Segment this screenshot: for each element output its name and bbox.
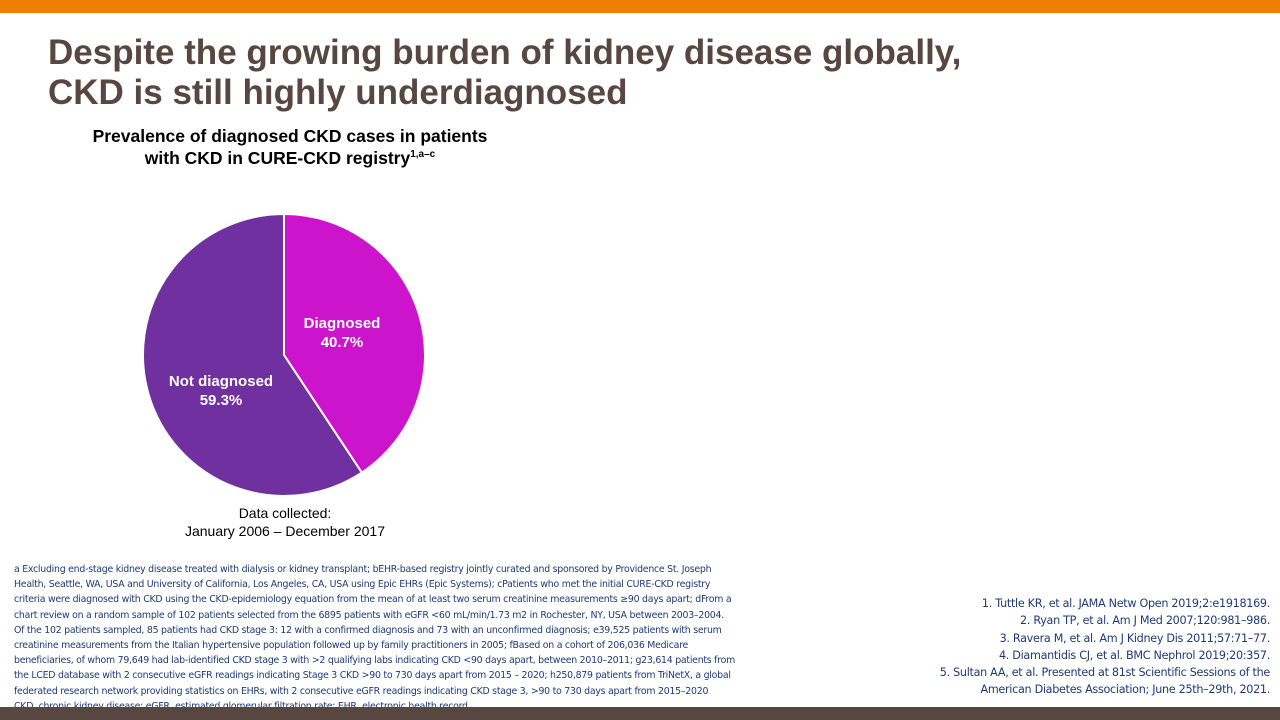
footnote-line: Health, Seattle, WA, USA and University … bbox=[14, 579, 711, 591]
data-collected-range: January 2006 – December 2017 bbox=[184, 523, 386, 539]
footnotes: a Excluding end-stage kidney disease tre… bbox=[14, 562, 798, 714]
slide-title-line-1: Despite the growing burden of kidney dis… bbox=[48, 33, 962, 72]
data-collected-label: Data collected: bbox=[238, 505, 332, 521]
footnote-line: Of the 102 patients sampled, 85 patients… bbox=[14, 624, 722, 636]
reference-line: 4. Diamantidis CJ, et al. BMC Nephrol 20… bbox=[998, 648, 1270, 662]
references: 1. Tuttle KR, et al. JAMA Netw Open 2019… bbox=[870, 595, 1271, 699]
footnote-line: criteria were diagnosed with CKD using t… bbox=[14, 594, 732, 606]
chart-title-line-2: with CKD in CURE-CKD registry1,a–c bbox=[60, 147, 520, 169]
data-collected-note: Data collected: January 2006 – December … bbox=[160, 504, 410, 540]
slide-title-line-2: CKD is still highly underdiagnosed bbox=[48, 73, 628, 112]
reference-line: 3. Ravera M, et al. Am J Kidney Dis 2011… bbox=[999, 631, 1271, 645]
slice-value-diagnosed: 40.7% bbox=[321, 334, 364, 351]
slice-label-diagnosed: Diagnosed bbox=[304, 315, 381, 332]
pie-slices bbox=[142, 212, 426, 497]
chart-title-line-1: Prevalence of diagnosed CKD cases in pat… bbox=[92, 126, 488, 146]
footnote-line: CKD, chronic kidney disease; eGFR, estim… bbox=[14, 699, 798, 714]
chart-title: Prevalence of diagnosed CKD cases in pat… bbox=[60, 125, 520, 169]
reference-line: 1. Tuttle KR, et al. JAMA Netw Open 2019… bbox=[981, 597, 1270, 610]
slide-title: Despite the growing burden of kidney dis… bbox=[48, 33, 1148, 113]
reference-line: 2. Ryan TP, et al. Am J Med 2007;120:981… bbox=[1020, 614, 1270, 628]
reference-line: American Diabetes Association; June 25th… bbox=[980, 683, 1270, 697]
footnote-line: the LCED database with 2 consecutive eGF… bbox=[14, 670, 731, 682]
footnote-line: beneficiaries, of whom 79,649 had lab-id… bbox=[14, 655, 735, 667]
footnote-line: chart review on a random sample of 102 p… bbox=[14, 609, 724, 621]
footnote-line: federated research network providing sta… bbox=[14, 685, 709, 697]
chart-title-line-2-text: with CKD in CURE-CKD registry bbox=[144, 148, 411, 168]
reference-line: 5. Sultan AA, et al. Presented at 81st S… bbox=[939, 666, 1271, 680]
slice-label-not-diagnosed: Not diagnosed bbox=[169, 373, 273, 390]
footnote-line: a Excluding end-stage kidney disease tre… bbox=[14, 564, 712, 575]
pie-labels: Diagnosed 40.7% Not diagnosed 59.3% bbox=[169, 315, 380, 409]
pie-slice-not-diagnosed bbox=[142, 212, 364, 497]
top-accent-bar bbox=[0, 0, 1280, 13]
footnote-line: creatinine measurements from the Italian… bbox=[14, 640, 689, 652]
bottom-accent-bar bbox=[0, 707, 1280, 720]
chart-title-superscript: 1,a–c bbox=[410, 149, 436, 160]
slice-value-not-diagnosed: 59.3% bbox=[200, 392, 243, 409]
